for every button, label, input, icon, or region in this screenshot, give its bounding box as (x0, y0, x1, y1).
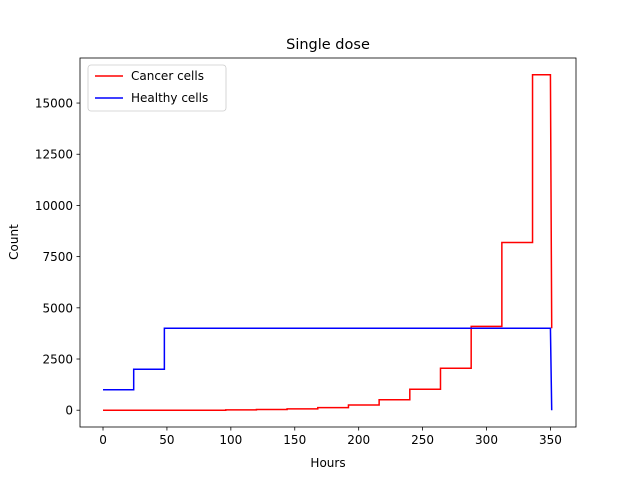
x-tick-label: 50 (159, 433, 174, 447)
legend-label-cancer-cells: Cancer cells (131, 69, 204, 83)
x-tick-label: 150 (283, 433, 306, 447)
y-tick-label: 12500 (35, 148, 73, 162)
y-tick-label: 7500 (42, 250, 73, 264)
y-axis-label: Count (7, 224, 21, 260)
x-tick-label: 200 (347, 433, 370, 447)
series-line-cancer-cells (103, 73, 553, 411)
x-tick-label: 0 (99, 433, 107, 447)
x-tick-label: 350 (539, 433, 562, 447)
x-tick-label: 100 (219, 433, 242, 447)
tick-layer: 0 50 100 150 200 250 300 350 0 2500 5000 7500 10000 1… (35, 97, 562, 447)
chart-title: Single dose (286, 37, 370, 53)
series-line-healthy-cells (103, 327, 553, 411)
y-tick-label: 10000 (35, 199, 73, 213)
y-tick-label: 2500 (42, 353, 73, 367)
y-tick-label: 5000 (42, 301, 73, 315)
legend: Cancer cells Healthy cells (87, 64, 227, 112)
plot-frame (79, 57, 577, 428)
y-tick-label: 0 (65, 404, 73, 418)
x-axis-label: Hours (310, 456, 345, 470)
legend-label-healthy-cells: Healthy cells (131, 91, 208, 105)
x-tick-label: 250 (411, 433, 434, 447)
x-tick-label: 300 (475, 433, 498, 447)
series-layer (103, 73, 553, 411)
y-tick-label: 15000 (35, 97, 73, 111)
